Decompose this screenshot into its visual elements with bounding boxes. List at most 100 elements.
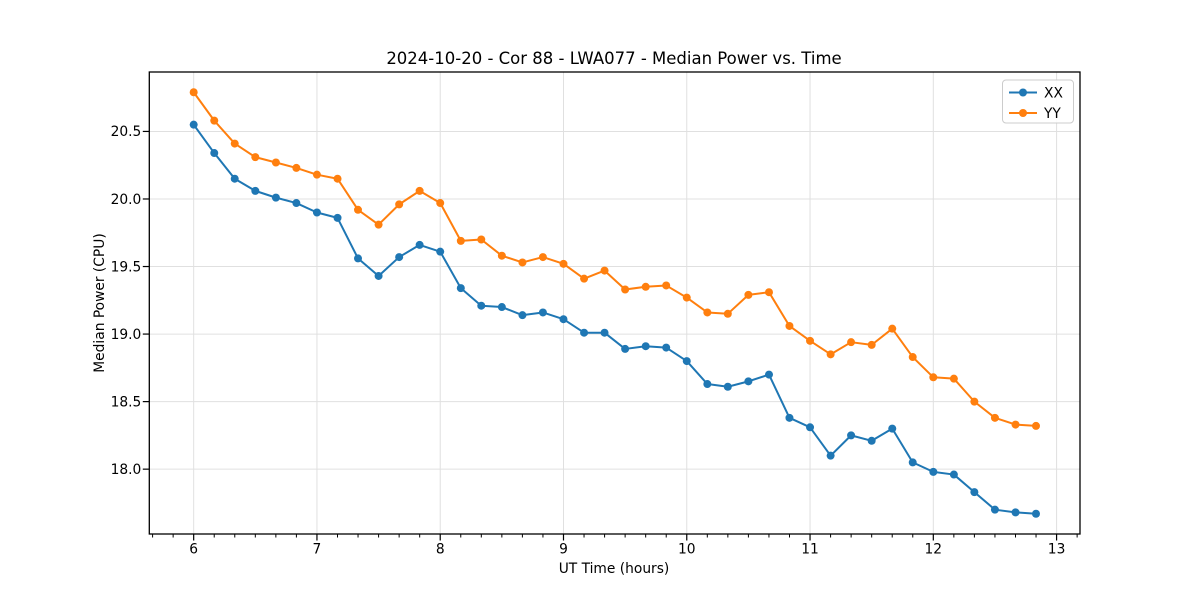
data-point-xx <box>477 301 486 310</box>
data-point-xx <box>621 344 630 353</box>
legend-marker-yy <box>1019 109 1027 117</box>
data-point-xx <box>785 413 794 422</box>
data-point-xx <box>210 149 219 158</box>
x-tick-label: 6 <box>189 542 198 558</box>
data-point-yy <box>230 139 239 148</box>
y-axis-label: Median Power (CPU) <box>92 233 108 373</box>
data-point-yy <box>764 288 773 297</box>
data-point-xx <box>744 377 753 386</box>
data-point-xx <box>456 284 465 293</box>
data-point-yy <box>682 293 691 302</box>
data-point-yy <box>251 153 260 162</box>
data-point-xx <box>990 505 999 514</box>
data-point-xx <box>826 451 835 460</box>
data-point-xx <box>415 240 424 249</box>
data-point-yy <box>271 158 280 167</box>
data-point-xx <box>682 357 691 366</box>
data-point-yy <box>354 205 362 214</box>
x-axis-label: UT Time (hours) <box>559 561 670 577</box>
data-point-yy <box>456 236 465 245</box>
data-point-xx <box>949 470 958 479</box>
x-tick-label: 11 <box>801 542 819 558</box>
data-point-yy <box>929 373 938 382</box>
x-tick-label: 10 <box>678 542 696 558</box>
data-point-yy <box>538 253 547 262</box>
data-point-xx <box>1031 509 1040 518</box>
data-point-yy <box>908 353 917 362</box>
data-point-yy <box>559 259 568 268</box>
data-point-yy <box>189 88 198 97</box>
data-point-xx <box>354 254 362 263</box>
data-point-xx <box>230 174 239 183</box>
x-tick-label: 7 <box>313 542 322 558</box>
data-point-yy <box>621 285 630 294</box>
data-point-xx <box>436 247 445 256</box>
grid-layer <box>149 72 1080 534</box>
legend: XX YY <box>1002 79 1074 124</box>
y-tick-label: 20.0 <box>111 192 142 208</box>
x-tick-label: 13 <box>1048 542 1066 558</box>
data-point-xx <box>723 382 732 391</box>
y-tick-label: 19.5 <box>111 259 142 275</box>
y-tick-label: 18.0 <box>111 462 142 478</box>
legend-label-yy: YY <box>1043 106 1061 122</box>
data-point-xx <box>908 458 917 467</box>
data-point-xx <box>888 424 897 433</box>
data-point-xx <box>559 315 568 324</box>
data-point-yy <box>744 290 753 299</box>
tick-layer <box>142 130 1078 541</box>
legend-label-xx: XX <box>1044 85 1063 101</box>
data-point-xx <box>395 253 404 262</box>
data-point-yy <box>497 251 506 260</box>
data-point-yy <box>312 170 321 179</box>
series-line-yy <box>192 91 1037 427</box>
plot-border <box>148 71 1081 535</box>
data-point-yy <box>518 258 527 267</box>
x-tick-label: 12 <box>925 542 943 558</box>
data-point-yy <box>826 350 835 359</box>
y-tick-label: 20.5 <box>111 124 142 140</box>
data-point-xx <box>189 120 198 129</box>
data-point-yy <box>1031 421 1040 430</box>
data-point-xx <box>847 431 856 440</box>
data-point-xx <box>580 328 589 337</box>
data-point-yy <box>210 116 219 125</box>
y-tick-label: 18.5 <box>111 394 142 410</box>
data-point-yy <box>333 174 342 183</box>
data-point-yy <box>580 274 589 283</box>
x-tick-label: 8 <box>436 542 445 558</box>
data-point-yy <box>949 374 958 383</box>
data-point-yy <box>990 413 999 422</box>
data-point-xx <box>662 343 671 352</box>
data-point-xx <box>251 186 260 195</box>
data-point-xx <box>271 193 280 202</box>
data-point-xx <box>703 380 712 389</box>
data-point-xx <box>1011 508 1020 517</box>
data-point-xx <box>292 199 301 208</box>
data-point-xx <box>929 467 938 476</box>
data-point-xx <box>970 488 979 497</box>
data-point-yy <box>374 220 383 229</box>
data-point-yy <box>703 308 712 317</box>
data-point-xx <box>538 308 547 317</box>
data-point-yy <box>785 321 794 330</box>
data-point-yy <box>415 186 424 195</box>
data-point-xx <box>374 271 383 280</box>
data-point-yy <box>1011 420 1020 429</box>
data-point-yy <box>477 235 486 244</box>
data-point-yy <box>641 282 650 291</box>
data-point-xx <box>600 328 609 337</box>
data-point-xx <box>641 342 650 351</box>
data-point-yy <box>867 340 876 349</box>
data-point-yy <box>847 338 856 347</box>
x-tick-label: 9 <box>559 542 568 558</box>
data-point-yy <box>970 397 979 406</box>
data-point-yy <box>806 336 815 345</box>
data-point-yy <box>723 309 732 318</box>
legend-marker-xx <box>1019 88 1027 97</box>
data-point-yy <box>600 266 609 275</box>
data-point-xx <box>806 423 815 432</box>
series-line-xx <box>192 123 1037 515</box>
data-point-yy <box>395 200 404 209</box>
